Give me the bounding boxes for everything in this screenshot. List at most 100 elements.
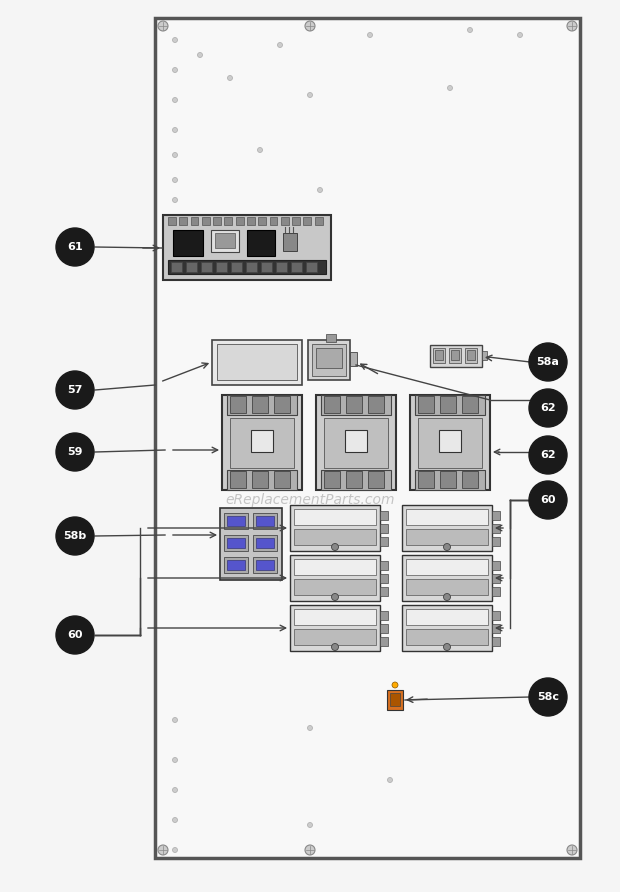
Circle shape [567, 21, 577, 31]
Circle shape [529, 436, 567, 474]
Bar [402, 505, 492, 551]
Bar [492, 574, 500, 583]
Text: 62: 62 [540, 450, 556, 460]
Bar [406, 529, 488, 545]
Bar [246, 262, 257, 272]
Circle shape [172, 97, 177, 103]
Bar [163, 215, 331, 280]
Bar [380, 611, 388, 620]
Bar [440, 471, 456, 488]
Bar [236, 217, 244, 225]
Circle shape [198, 53, 203, 57]
Circle shape [332, 543, 339, 550]
Bar [259, 217, 266, 225]
Text: 58b: 58b [63, 531, 87, 541]
Circle shape [172, 788, 177, 792]
Bar [256, 516, 274, 526]
Bar [227, 560, 245, 570]
Bar [465, 348, 477, 363]
Circle shape [529, 481, 567, 519]
Circle shape [228, 76, 232, 80]
Bar [171, 262, 182, 272]
Bar [430, 345, 482, 367]
Bar [220, 508, 282, 580]
Bar [368, 396, 384, 413]
Bar [492, 624, 500, 633]
Bar [406, 509, 488, 525]
Bar [380, 561, 388, 570]
Bar [380, 624, 388, 633]
Circle shape [56, 228, 94, 266]
Bar [294, 629, 376, 645]
Bar [492, 511, 500, 520]
Bar [492, 637, 500, 646]
Text: 61: 61 [67, 242, 83, 252]
Bar [213, 217, 221, 225]
Bar [215, 233, 235, 248]
Circle shape [257, 147, 262, 153]
Bar [168, 260, 326, 274]
Bar [256, 560, 274, 570]
Bar [440, 396, 456, 413]
Bar [230, 471, 246, 488]
Bar [294, 579, 376, 595]
Bar [462, 471, 478, 488]
Bar [230, 418, 294, 468]
Bar [418, 471, 434, 488]
Bar [224, 217, 232, 225]
Bar [406, 559, 488, 575]
Bar [368, 471, 384, 488]
Text: 58a: 58a [536, 357, 559, 367]
Bar [212, 340, 302, 385]
Bar [217, 344, 297, 380]
Text: 60: 60 [67, 630, 82, 640]
Circle shape [172, 178, 177, 183]
Circle shape [305, 21, 315, 31]
Circle shape [518, 32, 523, 37]
Bar [410, 395, 490, 490]
Bar [433, 348, 445, 363]
Bar [345, 430, 367, 452]
Bar [439, 430, 461, 452]
Text: 62: 62 [540, 403, 556, 413]
Bar [281, 217, 289, 225]
Bar [312, 344, 346, 376]
Circle shape [158, 845, 168, 855]
Bar [451, 350, 459, 360]
Bar [252, 396, 268, 413]
Bar [251, 430, 273, 452]
Bar [294, 529, 376, 545]
Circle shape [172, 847, 177, 853]
Bar [173, 230, 203, 256]
Bar [449, 348, 461, 363]
Circle shape [529, 343, 567, 381]
Bar [402, 555, 492, 601]
Bar [346, 471, 362, 488]
Circle shape [317, 187, 322, 193]
Circle shape [172, 757, 177, 763]
Bar [492, 561, 500, 570]
Bar [315, 217, 322, 225]
Bar [415, 470, 485, 490]
Bar [402, 605, 492, 651]
Circle shape [172, 68, 177, 72]
Bar [211, 230, 239, 252]
Circle shape [305, 845, 315, 855]
Circle shape [529, 678, 567, 716]
Bar [462, 396, 478, 413]
Text: eReplacementParts.com: eReplacementParts.com [225, 492, 395, 507]
Circle shape [308, 725, 312, 731]
Bar [290, 555, 380, 601]
Bar [216, 262, 227, 272]
Bar [179, 217, 187, 225]
Circle shape [56, 433, 94, 471]
Bar [155, 18, 580, 858]
Text: 59: 59 [67, 447, 82, 457]
Bar [202, 217, 210, 225]
Bar [415, 395, 485, 415]
Circle shape [172, 128, 177, 133]
Circle shape [308, 822, 312, 828]
Circle shape [172, 717, 177, 723]
Bar [346, 396, 362, 413]
Bar [435, 350, 443, 360]
